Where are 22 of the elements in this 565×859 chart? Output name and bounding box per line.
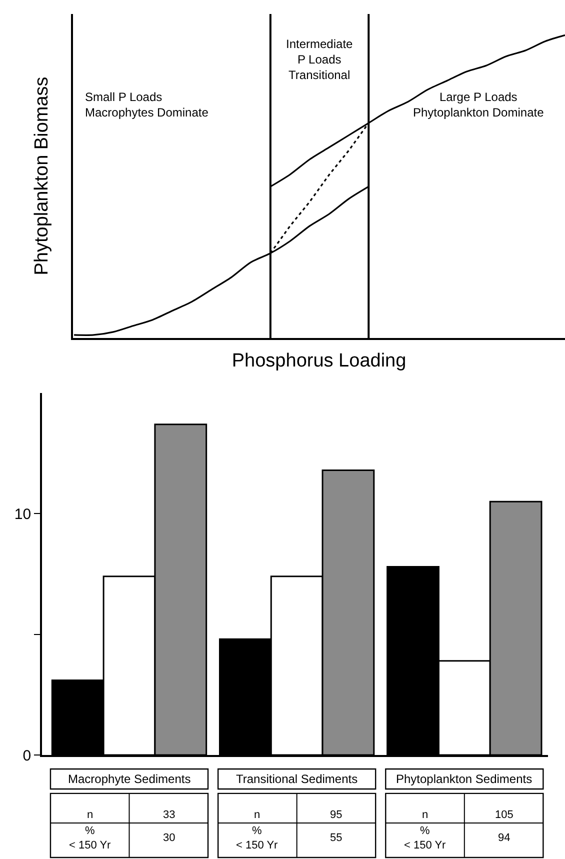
text: n <box>422 809 428 821</box>
text: 30 <box>163 832 176 844</box>
text: % < 150 Yr <box>404 825 446 852</box>
x-tick-label: Macrophyte Sediments <box>68 772 191 786</box>
text: 105 <box>495 809 514 821</box>
text: 55 <box>330 832 342 844</box>
annotation: Small P Loads Macrophytes Dominate <box>85 90 209 120</box>
text: n <box>87 809 94 821</box>
text: 33 <box>163 809 176 821</box>
y-tick-label: 0 <box>22 747 32 764</box>
text: 94 <box>498 832 510 844</box>
text: % < 150 Yr <box>69 825 112 852</box>
x-tick-label: Phytoplankton Sediments <box>396 772 532 786</box>
y-axis-title: Phytoplankton Biomass <box>31 76 52 276</box>
y-tick-label: 10 <box>14 506 32 523</box>
x-axis-title: Phosphorus Loading <box>232 350 406 372</box>
text: 95 <box>330 809 342 821</box>
x-tick-label: Transitional Sediments <box>236 772 358 786</box>
annotation: Large P Loads Phytoplankton Dominate <box>413 90 544 120</box>
annotation: Intermediate P Loads Transitional <box>286 37 354 82</box>
text: n <box>254 809 260 821</box>
text: % < 150 Yr <box>236 825 278 852</box>
